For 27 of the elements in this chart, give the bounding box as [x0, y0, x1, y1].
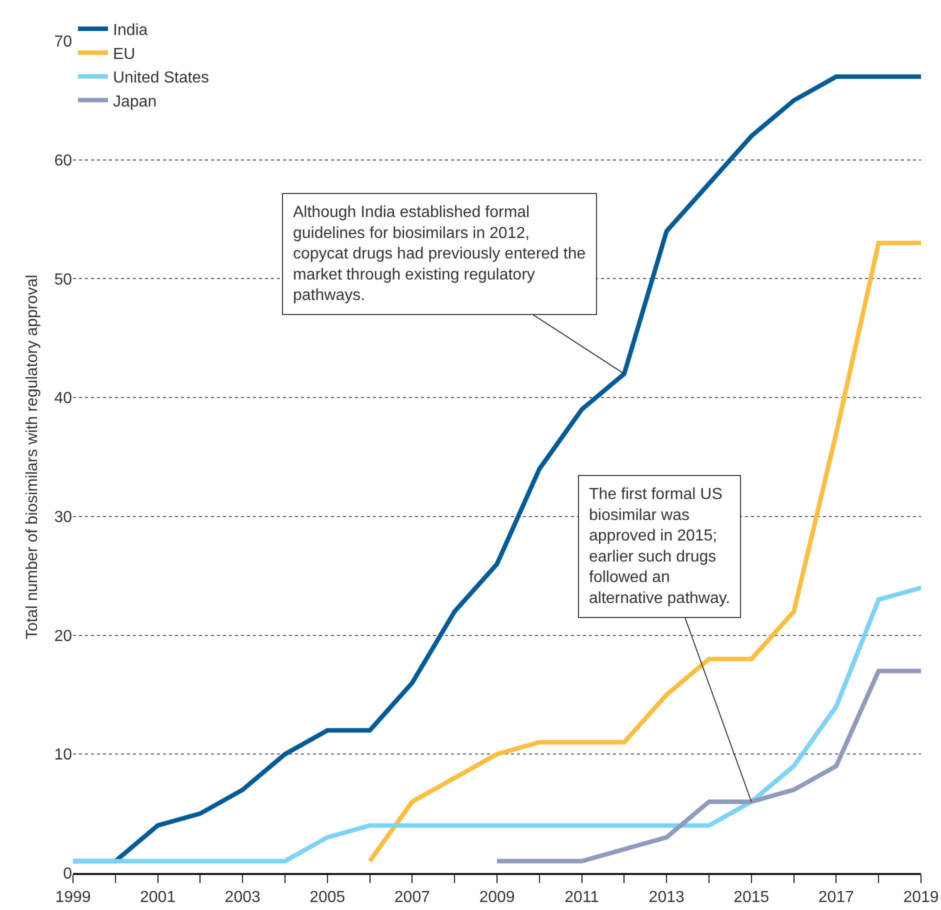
- y-tick-label: 30: [54, 509, 72, 526]
- x-tick-label: 2001: [140, 889, 176, 906]
- legend-label: United States: [113, 70, 210, 87]
- y-tick-label: 60: [54, 152, 72, 170]
- y-tick-label: 70: [54, 34, 72, 51]
- y-tick-label: 20: [54, 628, 72, 645]
- x-tick-label: 2007: [394, 889, 430, 906]
- y-axis-title: Total number of biosimilars with regulatory approval: [24, 274, 42, 640]
- x-tick-label: 1999: [55, 889, 91, 906]
- annotation: The first formal US biosimilar was approved in 2015; earlier such drugs followed an alternative pathway.: [589, 486, 730, 607]
- x-tick-label: 2015: [734, 889, 770, 906]
- x-tick-label: 2003: [224, 889, 260, 906]
- x-tick-label: 2013: [648, 889, 684, 906]
- x-tick-label: 2005: [310, 889, 346, 906]
- legend-label: EU: [113, 46, 136, 63]
- y-tick-label: 40: [54, 390, 72, 408]
- legend-label: India: [113, 22, 148, 40]
- y-tick-label: 10: [54, 746, 72, 764]
- y-tick-label: 50: [54, 271, 72, 288]
- y-tick-label: 0: [63, 866, 72, 883]
- line-series: [73, 585, 921, 864]
- x-tick-label: 2017: [818, 889, 854, 906]
- annotation: Although India established formal guidelines for biosimilars in 2012, copycat drugs had previously entered the market through existing regulatory pathways.: [293, 204, 586, 304]
- x-tick-label: 2011: [564, 889, 600, 906]
- legend-label: Japan: [113, 93, 157, 110]
- x-tick-label: 2019: [903, 889, 939, 906]
- x-tick-label: 2009: [479, 889, 515, 906]
